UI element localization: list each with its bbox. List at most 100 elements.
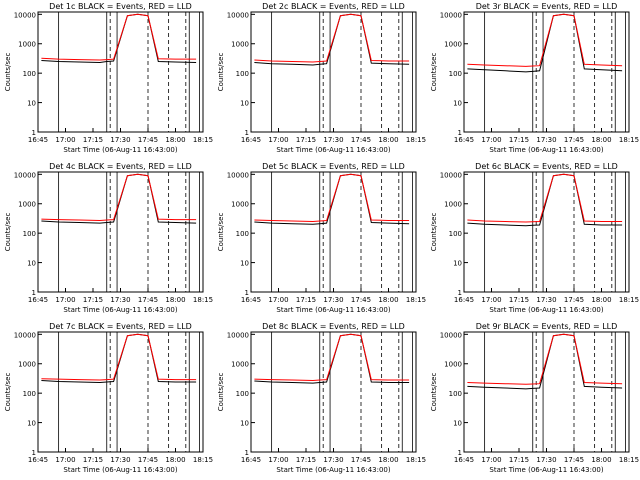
x-tick-label: 17:15 [509,136,529,144]
x-tick-label: 18:15 [619,296,639,304]
x-tick-label: 18:00 [378,296,398,304]
x-tick-label: 18:00 [165,296,185,304]
x-tick-label: 16:45 [241,296,261,304]
x-tick-label: 16:45 [28,296,48,304]
x-tick-label: 17:45 [564,456,584,464]
chart-panel: Det 9r BLACK = Events, RED = LLD 1 10 100 10… [426,320,639,480]
chart-svg: Det 2c BLACK = Events, RED = LLD 1 10 100 10… [217,2,426,154]
series-line-lld [467,333,623,385]
series-line-lld [254,13,410,63]
x-tick-label: 17:45 [564,296,584,304]
x-tick-label: 18:00 [165,456,185,464]
series-line-events [467,333,623,390]
x-tick-label: 17:15 [296,296,316,304]
series-line-lld [254,173,410,223]
x-tick-label: 17:15 [83,456,103,464]
y-tick-label: 1000 [444,361,462,369]
x-tick-label: 17:45 [351,456,371,464]
y-tick-label: 10000 [14,171,36,179]
y-tick-label: 10000 [227,171,249,179]
y-axis-label: Counts/sec [4,53,12,92]
x-axis-label: Start Time (06-Aug-11 16:43:00) [276,146,390,154]
chart-panel: Det 3r BLACK = Events, RED = LLD 1 10 100 10… [426,0,639,160]
y-tick-label: 10 [240,260,249,268]
chart-panel: Det 5c BLACK = Events, RED = LLD 1 10 100 10… [213,160,426,320]
x-tick-label: 18:15 [406,136,426,144]
y-tick-label: 1 [458,129,462,137]
y-axis-label: Counts/sec [430,213,438,252]
y-axis-label: Counts/sec [217,373,225,412]
chart-title: Det 3r BLACK = Events, RED = LLD [476,2,618,11]
x-tick-label: 17:30 [110,136,130,144]
y-tick-label: 10000 [440,171,462,179]
y-axis-label: Counts/sec [430,373,438,412]
x-tick-label: 17:00 [481,456,501,464]
y-tick-label: 10 [27,260,36,268]
y-axis-label: Counts/sec [4,373,12,412]
series-line-events [41,333,197,384]
x-tick-label: 18:00 [591,136,611,144]
plot-frame [37,171,204,293]
y-tick-label: 1 [32,449,36,457]
x-tick-label: 17:30 [323,136,343,144]
chart-svg: Det 6c BLACK = Events, RED = LLD 1 10 100 10… [430,162,639,314]
chart-title: Det 9r BLACK = Events, RED = LLD [476,322,618,331]
x-tick-label: 18:00 [591,456,611,464]
x-tick-label: 17:45 [564,136,584,144]
y-tick-label: 10 [27,420,36,428]
x-tick-label: 18:00 [591,296,611,304]
x-axis-label: Start Time (06-Aug-11 16:43:00) [63,306,177,314]
x-axis-label: Start Time (06-Aug-11 16:43:00) [489,146,603,154]
y-axis-label: Counts/sec [430,53,438,92]
x-tick-label: 18:00 [378,456,398,464]
x-tick-label: 18:15 [619,456,639,464]
chart-title: Det 8c BLACK = Events, RED = LLD [262,322,405,331]
x-tick-label: 17:00 [55,136,75,144]
y-tick-label: 10 [240,100,249,108]
y-tick-label: 10000 [227,331,249,339]
plot-frame [463,171,630,293]
y-tick-label: 1 [458,449,462,457]
y-tick-label: 1000 [18,41,36,49]
y-tick-label: 1000 [444,41,462,49]
y-tick-label: 100 [23,70,36,78]
x-tick-label: 17:30 [110,456,130,464]
x-tick-label: 16:45 [241,136,261,144]
x-tick-label: 18:00 [165,136,185,144]
plot-frame [250,11,417,133]
y-tick-label: 1000 [231,201,249,209]
x-tick-label: 17:00 [481,296,501,304]
x-tick-label: 17:00 [268,296,288,304]
x-tick-label: 17:30 [536,296,556,304]
chart-panel: Det 6c BLACK = Events, RED = LLD 1 10 100 10… [426,160,639,320]
x-tick-label: 18:00 [378,136,398,144]
y-tick-label: 1000 [18,201,36,209]
chart-title: Det 6c BLACK = Events, RED = LLD [475,162,618,171]
x-tick-label: 17:30 [536,136,556,144]
x-tick-label: 17:00 [481,136,501,144]
x-axis-label: Start Time (06-Aug-11 16:43:00) [63,466,177,474]
y-tick-label: 100 [449,70,462,78]
x-tick-label: 16:45 [454,136,474,144]
y-tick-label: 10 [453,260,462,268]
y-tick-label: 10 [240,420,249,428]
series-line-lld [467,173,623,223]
chart-svg: Det 8c BLACK = Events, RED = LLD 1 10 100 10… [217,322,426,474]
chart-title: Det 1c BLACK = Events, RED = LLD [49,2,192,11]
x-axis-label: Start Time (06-Aug-11 16:43:00) [276,306,390,314]
x-tick-label: 17:15 [509,296,529,304]
plot-frame [37,11,204,133]
y-tick-label: 1 [458,289,462,297]
chart-svg: Det 4c BLACK = Events, RED = LLD 1 10 100 10… [4,162,213,314]
series-line-lld [41,13,197,61]
chart-panel: Det 4c BLACK = Events, RED = LLD 1 10 100 10… [0,160,213,320]
x-tick-label: 17:00 [55,296,75,304]
y-tick-label: 1000 [231,41,249,49]
y-tick-label: 1 [245,129,249,137]
x-tick-label: 17:30 [323,456,343,464]
x-tick-label: 17:15 [83,136,103,144]
chart-panel: Det 8c BLACK = Events, RED = LLD 1 10 100 10… [213,320,426,480]
y-axis-label: Counts/sec [4,213,12,252]
x-tick-label: 17:15 [296,456,316,464]
y-tick-label: 1000 [18,361,36,369]
